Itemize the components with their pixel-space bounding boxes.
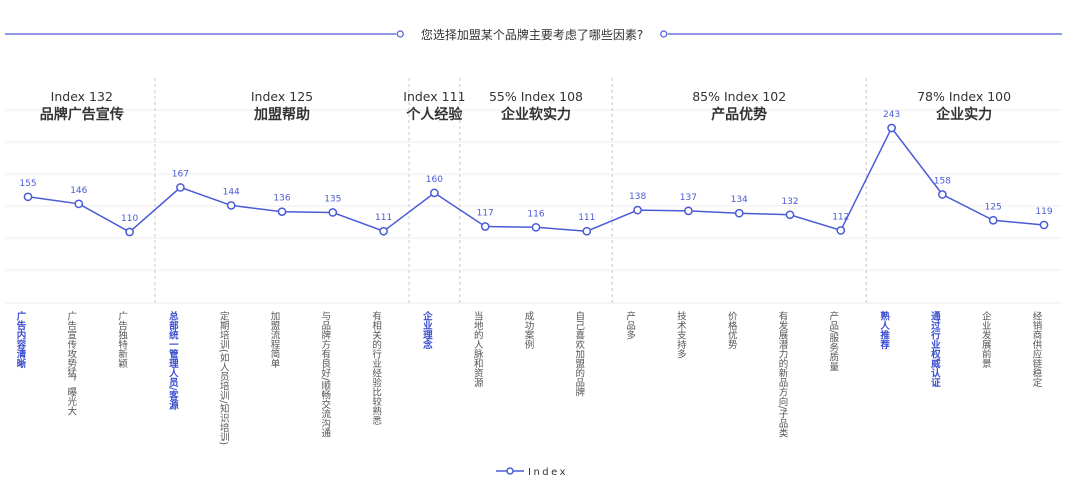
data-point: [379, 226, 388, 236]
data-point: [684, 206, 693, 216]
category-label: 自己喜欢加盟的品牌: [573, 310, 585, 397]
data-point: [23, 192, 33, 202]
data-point: [734, 208, 744, 218]
data-label: 243: [883, 110, 900, 120]
chart-title: 您选择加盟某个品牌主要考虑了哪些因素?: [421, 27, 643, 42]
data-label: 119: [1035, 207, 1052, 217]
data-point: [176, 183, 185, 192]
data-point: [633, 205, 642, 215]
category-label: 产品多: [624, 310, 636, 340]
category-label: 广告宣传攻势猛，曝光大: [65, 310, 77, 416]
group-index-label: Index 125: [251, 89, 313, 104]
data-point: [785, 210, 795, 220]
data-label: 125: [985, 202, 1002, 212]
data-label: 138: [629, 192, 646, 202]
category-label: 产品/服务质量: [827, 310, 839, 371]
data-label: 117: [477, 209, 494, 219]
legend-marker: [506, 467, 514, 475]
data-label: 132: [781, 197, 798, 207]
group-name: 加盟帮助: [253, 106, 310, 123]
data-point: [938, 190, 947, 199]
category-label: 广告独特新颖: [116, 310, 128, 369]
category-label: 熟人推荐: [878, 310, 891, 350]
group-name: 品牌广告宣传: [40, 106, 124, 123]
category-label: 当地的人脉和资源: [472, 310, 484, 388]
category-label: 价格优势: [726, 311, 738, 350]
group-index-label: 85% Index 102: [692, 89, 786, 104]
data-label: 160: [426, 175, 443, 185]
data-label: 111: [578, 213, 595, 223]
category-label: 有相关的行业经验比较熟悉: [370, 310, 382, 425]
group-name: 企业软实力: [500, 106, 571, 123]
category-label: 通过行业权威认证: [929, 311, 942, 388]
data-label: 134: [731, 195, 748, 205]
data-point: [226, 201, 236, 210]
category-label: 有发展潜力的新品方向/子品类: [777, 310, 789, 438]
data-point: [582, 226, 592, 236]
group-index-label: Index 111: [403, 89, 465, 104]
data-label: 112: [832, 212, 849, 222]
data-point: [74, 199, 84, 209]
category-label: 企业发展前景: [980, 310, 992, 368]
category-label: 经销商供应链稳定: [1031, 310, 1043, 388]
data-label: 137: [680, 193, 697, 203]
data-label: 167: [172, 169, 189, 179]
category-label: 总部统一管理人员/客源: [167, 310, 180, 410]
group-name: 产品优势: [711, 106, 767, 123]
data-label: 111: [375, 213, 392, 223]
header-marker-left: [396, 30, 404, 38]
data-label: 135: [324, 194, 341, 204]
data-label: 144: [223, 187, 240, 197]
data-point: [988, 215, 998, 225]
group-name: 企业实力: [935, 106, 992, 123]
data-point: [480, 222, 490, 231]
legend-label: Index: [528, 467, 568, 478]
category-label: 技术支持多: [675, 310, 687, 359]
data-point: [1039, 220, 1049, 230]
data-label: 116: [527, 209, 544, 219]
data-point: [887, 123, 896, 133]
category-label: 广告内容清晰: [15, 310, 28, 369]
category-label: 定期培训(如人员培训/知识培训): [218, 310, 230, 445]
category-label: 成功案例: [523, 310, 535, 350]
category-label: 企业理念: [421, 310, 434, 350]
category-label: 加盟流程简单: [269, 311, 281, 369]
group-index-label: Index 132: [51, 89, 113, 104]
data-point: [328, 208, 338, 217]
group-index-label: 55% Index 108: [489, 89, 583, 104]
data-point: [430, 188, 439, 198]
group-index-label: 78% Index 100: [917, 89, 1011, 104]
data-point: [836, 226, 846, 235]
group-name: 个人经验: [405, 106, 463, 123]
category-label: 与品牌方有良好/顺畅交流沟通: [319, 311, 331, 439]
data-point: [531, 222, 541, 232]
data-point: [125, 227, 134, 237]
data-label: 155: [19, 179, 36, 189]
data-point: [277, 207, 287, 217]
data-label: 136: [273, 194, 290, 204]
header-marker-right: [660, 30, 668, 38]
data-label: 158: [934, 176, 951, 186]
data-label: 146: [70, 186, 87, 196]
data-label: 110: [121, 214, 138, 224]
